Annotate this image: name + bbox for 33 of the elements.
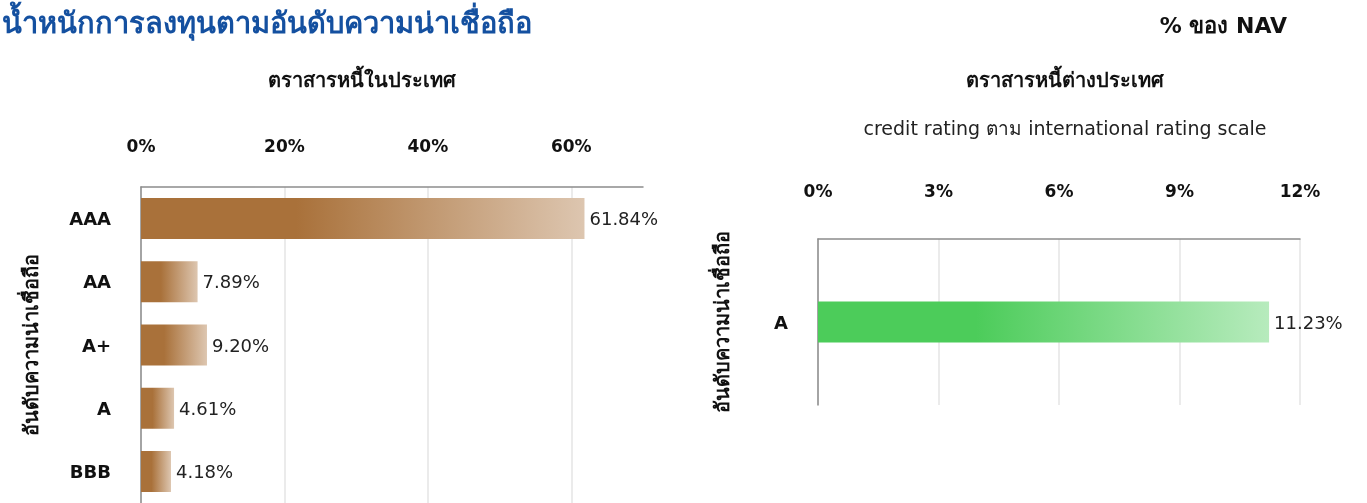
x-tick-label: 6% [1044, 180, 1074, 201]
data-label: 4.18% [175, 460, 234, 482]
data-label: 7.89% [202, 271, 260, 293]
bar [141, 387, 175, 429]
x-tick-label: 0% [126, 135, 156, 156]
y-tick-label: AA [83, 271, 112, 293]
x-tick-label: 12% [1279, 180, 1321, 201]
data-label: 4.61% [179, 397, 237, 419]
chart-subtitle: ตราสารหนี้ในประเทศ [268, 65, 457, 92]
data-label: 9.20% [211, 334, 270, 356]
bar [141, 198, 585, 240]
y-axis-title: อันดับความน่าเชื่อถือ [16, 254, 43, 436]
y-tick-label: A [774, 311, 789, 333]
text: % ของ NAV [1159, 12, 1287, 38]
x-tick-label: 60% [550, 135, 592, 156]
y-axis-title: อันดับความน่าเชื่อถือ [707, 231, 734, 413]
x-tick-label: 20% [264, 135, 305, 156]
x-tick-label: 3% [924, 180, 953, 201]
chart-subtitle: credit rating ตาม international rating scale [863, 117, 1267, 139]
bar [141, 324, 207, 366]
chart-title: น้ำหนักการลงทุนตามอันดับความน่าเชื่อถือ [2, 0, 532, 43]
chart-title: ตราสารหนี้ต่างประเทศ [966, 65, 1165, 92]
bar [141, 261, 198, 303]
x-tick-label: 0% [803, 180, 833, 201]
data-label: 11.23% [1274, 311, 1343, 333]
y-tick-label: A [97, 397, 112, 419]
y-tick-label: BBB [69, 460, 111, 482]
bar [141, 450, 171, 492]
data-label: 61.84% [589, 208, 659, 230]
x-tick-label: 40% [407, 135, 449, 156]
x-tick-label: 9% [1165, 180, 1194, 201]
y-tick-label: AAA [69, 208, 112, 230]
y-tick-label: A+ [81, 334, 111, 356]
